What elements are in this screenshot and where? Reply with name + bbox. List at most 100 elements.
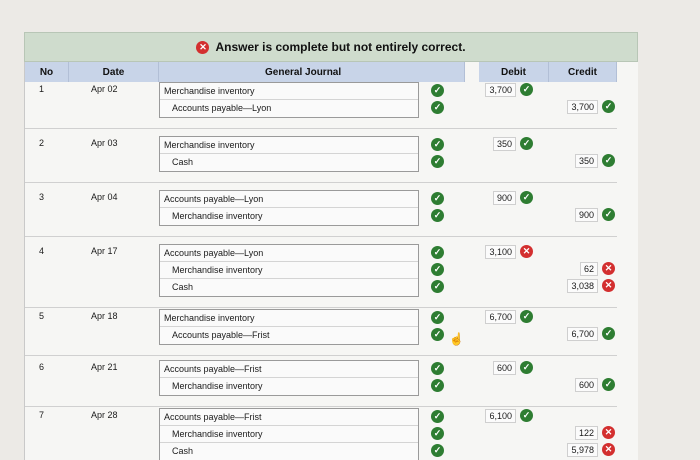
entry-number: 4 [39, 246, 45, 256]
entry-number: 7 [39, 410, 45, 420]
entry-date[interactable]: Apr 02 [91, 84, 118, 94]
debit-amount[interactable]: 6,700 ✓ [485, 309, 533, 324]
check-circle-icon: ✓ [520, 83, 533, 96]
account-title-field[interactable]: Merchandise inventory [160, 262, 418, 279]
entry-separator [25, 128, 617, 129]
account-lines: Accounts payable—Frist Merchandise invent… [159, 360, 419, 396]
entry-separator [25, 182, 617, 183]
credit-amount[interactable]: 600 ✓ [574, 377, 615, 392]
check-circle-icon: ✓ [520, 310, 533, 323]
account-title-field[interactable]: Merchandise inventory [160, 426, 418, 443]
debit-amount[interactable]: 600 ✓ [492, 360, 533, 375]
entry-date[interactable]: Apr 04 [91, 192, 118, 202]
debit-value: 6,700 [485, 309, 516, 324]
check-circle-icon: ✓ [602, 327, 615, 340]
account-lines: Merchandise inventory Cash [159, 136, 419, 172]
x-circle-icon: ✕ [602, 262, 615, 275]
account-title-field[interactable]: Merchandise inventory [172, 211, 263, 221]
check-circle-icon: ✓ [602, 100, 615, 113]
debit-amount[interactable]: 350 ✓ [492, 136, 533, 151]
account-status-icons: ✓ ✓ [431, 311, 447, 345]
debit-amount[interactable]: 3,700 ✓ [485, 82, 533, 97]
account-title-field[interactable]: Accounts payable—Lyon [160, 191, 418, 208]
credit-amount[interactable]: 5,978 ✕ [567, 442, 615, 457]
account-title-field[interactable]: Accounts payable—Frist [172, 330, 270, 340]
account-title-field[interactable]: Accounts payable—Lyon [160, 245, 418, 262]
entry-date[interactable]: Apr 21 [91, 362, 118, 372]
credit-value: 3,700 [567, 99, 598, 114]
account-status-icons: ✓ ✓ [431, 84, 447, 118]
account-title-field[interactable]: Accounts payable—Frist [160, 409, 418, 426]
account-title-field[interactable]: Cash [172, 157, 194, 167]
entry-separator [25, 307, 617, 308]
account-lines: Accounts payable—Lyon Merchandise invento… [159, 190, 419, 226]
check-circle-icon: ✓ [431, 379, 444, 392]
account-title-field[interactable]: Merchandise inventory [160, 310, 418, 327]
entry-number: 3 [39, 192, 45, 202]
check-circle-icon: ✓ [431, 263, 444, 276]
debit-amount[interactable]: 6,100 ✓ [485, 408, 533, 423]
account-title-field[interactable]: Merchandise inventory [160, 137, 418, 154]
debit-amount[interactable]: 3,100 ✕ [485, 244, 533, 259]
header-general-journal-label: General Journal [265, 66, 342, 78]
account-status-icons: ✓ ✓ [431, 138, 447, 172]
check-circle-icon: ✓ [431, 192, 444, 205]
result-banner: ✕ Answer is complete but not entirely co… [24, 32, 638, 62]
entry-separator [25, 236, 617, 237]
general-journal-table: No Date General Journal Debit Credit 1 Ap… [24, 62, 638, 460]
journal-entry: 6 Apr 21 600 ✓ 600 ✓ Accounts payable—Frist Mer… [25, 358, 617, 407]
debit-value: 6,100 [485, 408, 516, 423]
check-circle-icon: ✓ [431, 328, 444, 341]
check-circle-icon: ✓ [520, 137, 533, 150]
credit-amount[interactable]: 3,038 ✕ [567, 278, 615, 293]
credit-value: 900 [574, 207, 598, 222]
result-message: Answer is complete but not entirely corr… [215, 40, 466, 54]
account-title-field[interactable]: Merchandise inventory [172, 381, 263, 391]
entry-date[interactable]: Apr 28 [91, 410, 118, 420]
check-circle-icon: ✓ [602, 154, 615, 167]
account-title-field[interactable]: Cash [172, 282, 194, 292]
journal-entry: 7 Apr 28 6,100 ✓ 122 ✕ 5,978 ✕ Accounts payable—… [25, 406, 617, 460]
credit-amount[interactable]: 3,700 ✓ [567, 99, 615, 114]
account-status-icons: ✓ ✓ ✓ [431, 410, 447, 460]
header-general-journal: General Journal [159, 62, 465, 82]
check-circle-icon: ✓ [431, 138, 444, 151]
check-circle-icon: ✓ [520, 361, 533, 374]
credit-amount[interactable]: 62 ✕ [579, 261, 615, 276]
account-title-field[interactable]: Accounts payable—Lyon [172, 103, 272, 113]
credit-amount[interactable]: 900 ✓ [574, 207, 615, 222]
credit-amount[interactable]: 350 ✓ [574, 153, 615, 168]
credit-amount[interactable]: 122 ✕ [574, 425, 615, 440]
entry-date[interactable]: Apr 18 [91, 311, 118, 321]
credit-value: 5,978 [567, 442, 598, 457]
credit-value: 122 [574, 425, 598, 440]
x-circle-icon: ✕ [602, 443, 615, 456]
header-debit: Debit [479, 62, 549, 82]
credit-value: 350 [574, 153, 598, 168]
account-title-field[interactable]: Cash [172, 446, 194, 456]
x-circle-icon: ✕ [520, 245, 533, 258]
entry-date[interactable]: Apr 17 [91, 246, 118, 256]
account-title-field[interactable]: Accounts payable—Frist [160, 361, 418, 378]
account-status-icons: ✓ ✓ ✓ [431, 246, 447, 297]
entry-separator [25, 406, 617, 407]
account-lines: Merchandise inventory Accounts payable—Ly… [159, 82, 419, 118]
journal-entry: 5 Apr 18 6,700 ✓ 6,700 ✓ Merchandise inventory… [25, 307, 617, 356]
credit-value: 3,038 [567, 278, 598, 293]
entry-date[interactable]: Apr 03 [91, 138, 118, 148]
account-title-field[interactable]: Merchandise inventory [160, 83, 418, 100]
account-lines: Merchandise inventory Accounts payable—Fr… [159, 309, 419, 345]
debit-amount[interactable]: 900 ✓ [492, 190, 533, 205]
header-date: Date [69, 62, 159, 82]
header-credit: Credit [549, 62, 617, 82]
check-circle-icon: ✓ [431, 427, 444, 440]
check-circle-icon: ✓ [431, 444, 444, 457]
check-circle-icon: ✓ [431, 362, 444, 375]
credit-amount[interactable]: 6,700 ✓ [567, 326, 615, 341]
check-circle-icon: ✓ [520, 409, 533, 422]
check-circle-icon: ✓ [431, 155, 444, 168]
account-lines: Accounts payable—Frist Merchandise invent… [159, 408, 419, 460]
credit-value: 600 [574, 377, 598, 392]
account-lines: Accounts payable—Lyon Merchandise invento… [159, 244, 419, 297]
x-circle-icon: ✕ [196, 40, 210, 54]
